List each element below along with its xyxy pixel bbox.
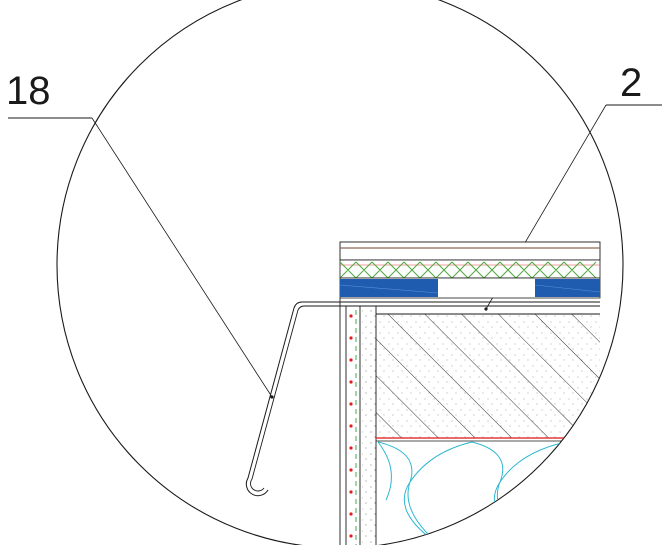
metal-flashing bbox=[245, 301, 600, 497]
section-content bbox=[245, 241, 601, 545]
green-cross-layer bbox=[339, 259, 601, 279]
callout-18-leader bbox=[91, 117, 273, 398]
blue-membrane-layer bbox=[339, 277, 601, 299]
callout-2-number: 2 bbox=[620, 61, 642, 105]
hatched-block bbox=[376, 313, 600, 438]
insulation-layer bbox=[377, 441, 582, 545]
wall-facing bbox=[339, 298, 377, 545]
detail-circle bbox=[56, 0, 624, 545]
callout-18-number: 18 bbox=[6, 69, 51, 113]
top-layer bbox=[339, 241, 601, 261]
callout-18-dot bbox=[270, 395, 274, 399]
callout-2-dot bbox=[484, 307, 488, 311]
